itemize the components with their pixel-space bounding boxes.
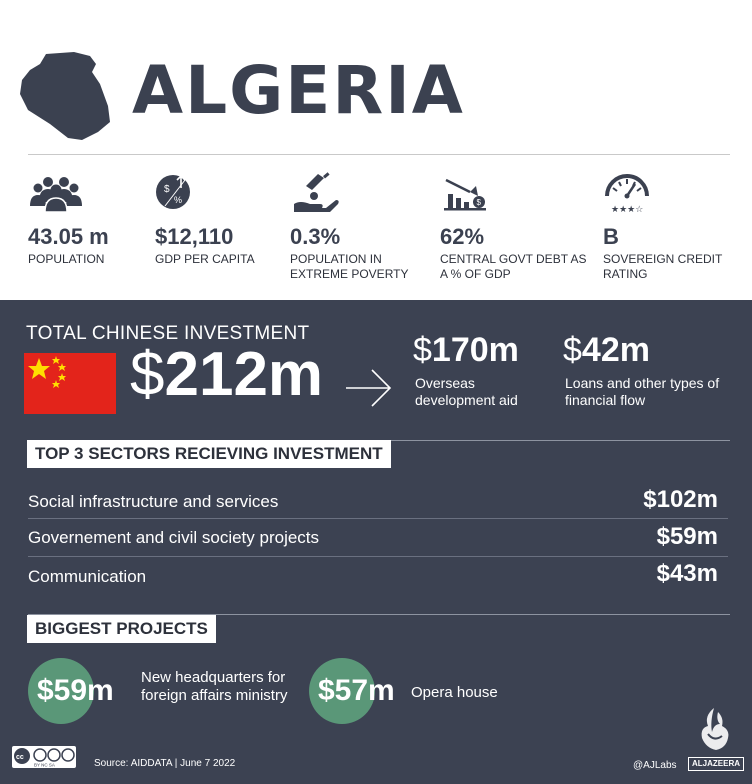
creative-commons-icon: cc BY NC SA (12, 746, 76, 768)
twitter-handle: @AJLabs (633, 760, 677, 771)
stat-label: CENTRAL GOVT DEBT AS A % OF GDP (440, 252, 587, 281)
oda-label: Overseas development aid (415, 375, 518, 408)
project-circle (28, 658, 94, 724)
svg-text:%: % (174, 195, 182, 205)
loans-value: $42m (563, 333, 650, 367)
svg-text:cc: cc (16, 754, 24, 761)
oda-amount: 170m (431, 331, 519, 369)
total-amount: 212m (164, 340, 324, 409)
sectors-heading: TOP 3 SECTORS RECIEVING INVESTMENT (27, 440, 391, 468)
stat-extreme-poverty: 0.3% POPULATION IN EXTREME POVERTY (290, 172, 408, 281)
stat-value: B (603, 224, 619, 249)
brand-wordmark: ALJAZEERA (688, 757, 745, 771)
algeria-map-icon (20, 52, 110, 140)
sector-value: $43m (656, 560, 718, 587)
project-label: Opera house (411, 684, 498, 701)
project-label: New headquarters for foreign affairs min… (141, 669, 288, 704)
credit-rating-icon: ★★★☆ (605, 174, 649, 214)
country-title: ALGERIA (132, 52, 465, 129)
divider (28, 614, 730, 615)
china-flag-icon (24, 353, 116, 414)
arrow-right-icon (346, 369, 392, 407)
currency-symbol: $ (413, 331, 432, 369)
stat-credit-rating: ★★★☆ B SOVEREIGN CREDIT RATING (603, 172, 722, 281)
aljazeera-logo-icon (701, 708, 729, 750)
divider (28, 154, 730, 155)
population-icon (30, 177, 82, 213)
svg-text:$: $ (477, 198, 482, 207)
stat-population: 43.05 m POPULATION (28, 172, 109, 266)
svg-text:$: $ (164, 184, 170, 195)
license-text: BY NC SA (34, 763, 55, 768)
loans-amount: 42m (581, 331, 650, 369)
sector-value: $59m (656, 523, 718, 550)
sector-name: Social infrastructure and services (28, 492, 279, 511)
project-circle (309, 658, 375, 724)
total-investment-value: $212m (130, 344, 323, 406)
gdp-per-capita-icon: $ % (156, 174, 190, 209)
investment-section (0, 300, 752, 784)
stat-label: GDP PER CAPITA (155, 252, 255, 266)
project-value: $57m (318, 674, 395, 707)
stat-govt-debt: $ 62% CENTRAL GOVT DEBT AS A % OF GDP (440, 172, 586, 281)
loans-label: Loans and other types of financial flow (565, 375, 720, 408)
sector-value: $102m (643, 486, 718, 513)
currency-symbol: $ (563, 331, 582, 369)
sector-name: Communication (28, 567, 147, 586)
stat-label: POPULATION (28, 252, 105, 266)
total-investment-title: TOTAL CHINESE INVESTMENT (26, 323, 310, 344)
extreme-poverty-icon (294, 172, 339, 212)
country-header-section: ALGERIA 43.05 m POPULATION $ % $12,110 G… (0, 0, 752, 300)
oda-value: $170m (413, 333, 519, 367)
project-value: $59m (37, 674, 114, 707)
stat-value: 0.3% (290, 224, 341, 249)
row-divider (28, 518, 728, 519)
projects-heading: BIGGEST PROJECTS (27, 615, 216, 643)
sector-name: Governement and civil society projects (28, 528, 320, 547)
stat-value: 43.05 m (28, 224, 109, 249)
currency-symbol: $ (130, 340, 165, 409)
row-divider (28, 556, 728, 557)
stat-value: $12,110 (155, 224, 234, 249)
source-text: Source: AIDDATA | June 7 2022 (94, 758, 236, 769)
stat-label: SOVEREIGN CREDIT RATING (603, 252, 723, 281)
govt-debt-icon: $ (444, 178, 486, 211)
svg-text:★★★☆: ★★★☆ (611, 205, 643, 214)
stat-value: 62% (440, 224, 485, 249)
stat-label: POPULATION IN EXTREME POVERTY (290, 252, 409, 281)
stat-gdp-per-capita: $ % $12,110 GDP PER CAPITA (155, 172, 255, 266)
